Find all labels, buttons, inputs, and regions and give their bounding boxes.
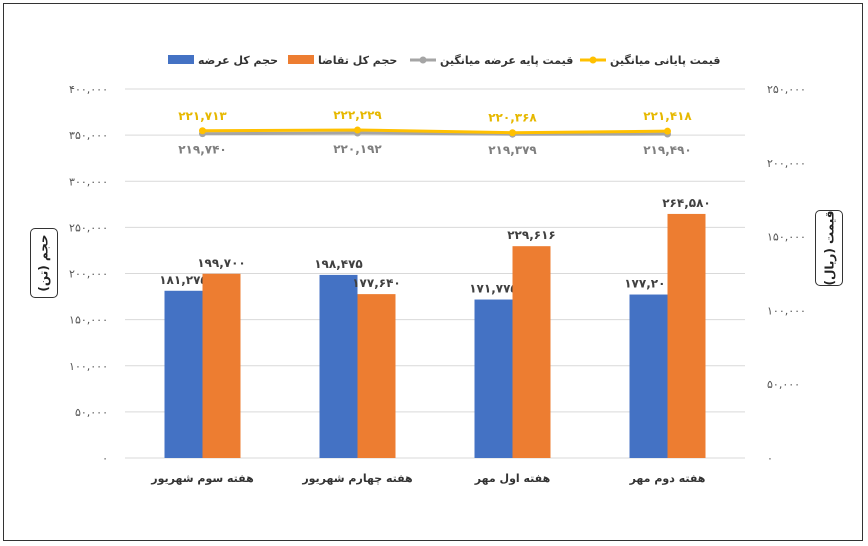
y-tick-label: ۳۵۰,۰۰۰ <box>69 129 108 142</box>
chart-frame <box>3 3 863 541</box>
legend-label: حجم کل عرضه <box>198 54 278 67</box>
y-tick-label: ۴۰۰,۰۰۰ <box>69 83 108 96</box>
legend-label: قیمت پایانی میانگین <box>610 54 721 67</box>
line-point <box>509 129 516 137</box>
legend-swatch <box>168 55 194 64</box>
x-tick-label: هفته دوم مهر <box>629 472 706 485</box>
bar <box>512 246 551 458</box>
data-label: ۱۸۱,۲۷۵ <box>159 273 208 287</box>
data-label: ۲۲۲,۲۲۹ <box>333 108 382 122</box>
y-tick-label: ۳۰۰,۰۰۰ <box>69 175 108 188</box>
y-tick-label: ۲۵۰,۰۰۰ <box>69 221 108 234</box>
bar <box>667 213 706 458</box>
bar <box>164 290 203 458</box>
bar <box>357 294 396 458</box>
y2-tick-label: ۲۵۰,۰۰۰ <box>767 83 806 96</box>
x-tick-label: هفته اول مهر <box>474 472 550 485</box>
line-point <box>354 126 361 134</box>
data-label: ۱۹۸,۴۷۵ <box>314 257 363 271</box>
y-tick-label: ۱۵۰,۰۰۰ <box>69 314 108 327</box>
data-label: ۲۶۴,۵۸۰ <box>662 196 711 210</box>
y2-axis-title-box: قیمت (ریال) <box>815 210 843 286</box>
data-label: ۱۷۷,۶۴۰ <box>352 276 401 290</box>
y2-tick-label: ۱۰۰,۰۰۰ <box>767 304 806 317</box>
y-tick-label: ۵۰,۰۰۰ <box>75 406 108 419</box>
data-label: ۲۱۹,۷۴۰ <box>178 143 227 157</box>
data-label: ۲۱۹,۴۹۰ <box>643 143 692 157</box>
series-line <box>202 131 668 136</box>
data-label: ۲۲۰,۳۶۸ <box>488 111 537 125</box>
legend-label: حجم کل تقاضا <box>318 54 397 67</box>
bar <box>474 299 513 458</box>
legend-swatch-marker <box>589 56 597 64</box>
data-label: ۱۷۷,۲۰۰ <box>624 277 673 291</box>
bar <box>629 294 668 458</box>
data-label: ۲۲۱,۷۱۳ <box>178 109 227 123</box>
data-label: ۲۲۹,۶۱۶ <box>507 228 556 242</box>
y-tick-label: ۰ <box>102 452 108 465</box>
bar <box>319 274 358 458</box>
y-axis-title-box: حجم (تن) <box>30 228 58 298</box>
series-line <box>202 128 668 135</box>
bar <box>202 273 241 458</box>
y2-tick-label: ۰ <box>767 452 773 465</box>
y2-tick-label: ۱۵۰,۰۰۰ <box>767 231 806 244</box>
line-point <box>664 127 671 135</box>
legend-swatch-marker <box>419 56 427 64</box>
legend-label: قیمت پایه عرضه میانگین <box>440 54 573 67</box>
data-label: ۲۱۹,۳۷۹ <box>488 143 537 157</box>
data-label: ۲۲۱,۴۱۸ <box>643 109 692 123</box>
data-label: ۱۹۹,۷۰۰ <box>197 256 246 270</box>
y2-axis-title: قیمت (ریال) <box>822 210 837 286</box>
y-axis-title: حجم (تن) <box>37 234 52 292</box>
legend-swatch <box>288 55 314 64</box>
data-label: ۲۲۰,۱۹۲ <box>333 142 382 156</box>
x-tick-label: هفته سوم شهریور <box>150 472 253 485</box>
x-tick-label: هفته چهارم شهریور <box>301 472 412 485</box>
y2-tick-label: ۵۰,۰۰۰ <box>767 378 800 391</box>
line-point <box>199 127 206 135</box>
y-tick-label: ۱۰۰,۰۰۰ <box>69 360 108 373</box>
y-tick-label: ۲۰۰,۰۰۰ <box>69 268 108 281</box>
y2-tick-label: ۲۰۰,۰۰۰ <box>767 157 806 170</box>
data-label: ۱۷۱,۷۷۵ <box>469 282 518 296</box>
